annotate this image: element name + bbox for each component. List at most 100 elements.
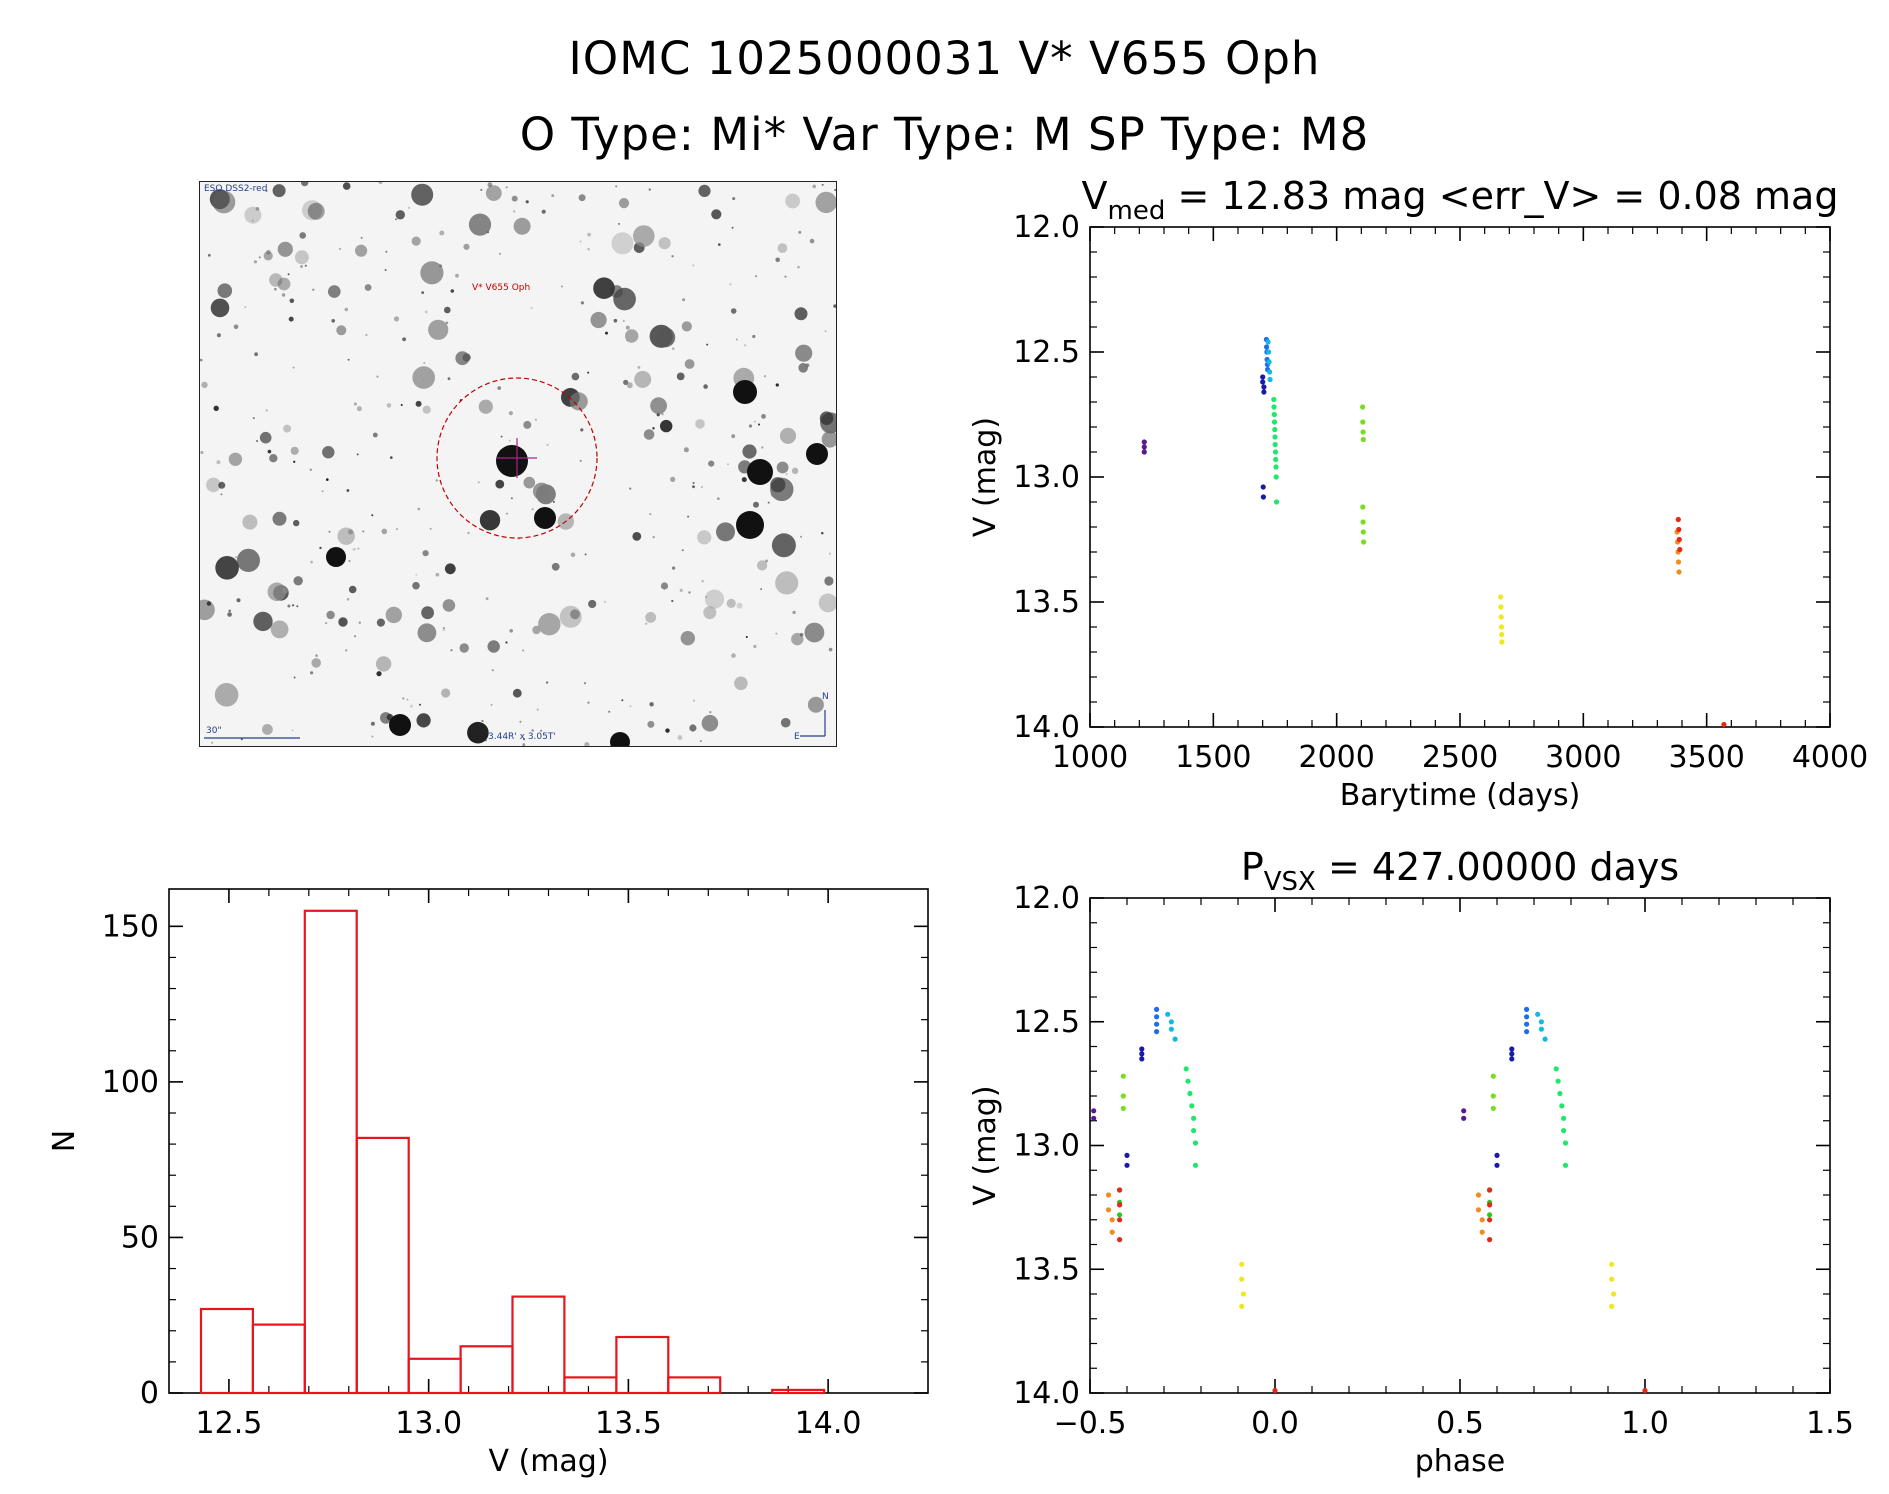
lightcurve-ytick-label: 12.5 (1013, 335, 1080, 370)
star (253, 611, 273, 632)
phased-point (1117, 1202, 1123, 1208)
star (253, 260, 257, 264)
star (487, 182, 493, 188)
star (615, 185, 618, 188)
histogram-xlabel: V (mag) (488, 1444, 608, 1479)
star (467, 531, 470, 535)
star (701, 714, 719, 732)
phased-point (1487, 1217, 1493, 1223)
star (648, 188, 651, 191)
star (824, 576, 834, 586)
star (258, 256, 261, 259)
histogram-bar (251, 1323, 306, 1395)
lightcurve-point (1271, 419, 1278, 425)
star (704, 589, 725, 609)
phased-point (1561, 1128, 1567, 1134)
star (734, 676, 748, 691)
star (755, 275, 758, 278)
star (726, 598, 736, 608)
star (682, 298, 686, 302)
star (545, 681, 549, 684)
star (797, 265, 800, 269)
star (717, 497, 720, 501)
star (650, 397, 667, 415)
lightcurve-point (1360, 529, 1366, 535)
star (267, 582, 287, 602)
star (200, 599, 215, 621)
star (629, 487, 632, 490)
star (283, 424, 292, 433)
star (534, 418, 537, 421)
star (681, 321, 692, 332)
star (236, 548, 260, 572)
phased-point (1120, 1073, 1126, 1079)
star (338, 617, 348, 627)
phased-point (1487, 1187, 1493, 1193)
star (791, 632, 804, 646)
star (406, 698, 409, 701)
histogram-bar (511, 1295, 566, 1395)
lightcurve-point (1141, 449, 1147, 455)
phased-xtick-label: 1.5 (1806, 1406, 1854, 1441)
sky-image: ESO DSS2-red V* V655 Oph 30" 3.44R' x 3.… (199, 181, 837, 747)
star (345, 649, 348, 652)
star (435, 479, 438, 482)
phased-point (1139, 1046, 1145, 1052)
star (523, 420, 532, 429)
star (541, 209, 546, 214)
star (587, 248, 590, 251)
star (709, 711, 712, 714)
phased-point (1139, 1051, 1145, 1057)
star (579, 459, 582, 462)
star (206, 477, 221, 493)
star (468, 213, 492, 236)
star (590, 311, 607, 329)
phased-point (1192, 1162, 1199, 1168)
star (741, 477, 747, 483)
star (623, 379, 629, 385)
lightcurve-point (1675, 516, 1681, 523)
star (251, 219, 254, 222)
phased-point (1555, 1078, 1561, 1084)
phased-point (1117, 1237, 1123, 1243)
star (523, 738, 525, 741)
star (288, 316, 294, 322)
star (711, 209, 722, 220)
star (792, 610, 796, 615)
star (439, 230, 445, 236)
lightcurve-point (1261, 384, 1267, 390)
star (274, 287, 277, 291)
phased-point (1117, 1217, 1123, 1223)
star (625, 329, 639, 343)
star (294, 250, 309, 265)
star (348, 529, 354, 535)
star (299, 232, 306, 239)
star (459, 643, 469, 653)
star (214, 683, 239, 707)
lightcurve-xtick-label: 3500 (1668, 740, 1744, 775)
star (477, 481, 480, 484)
star (491, 669, 494, 672)
phased-point (1524, 1006, 1530, 1013)
star (325, 622, 328, 625)
lightcurve-point (1260, 494, 1266, 500)
star (744, 344, 747, 347)
star (812, 184, 816, 189)
star (785, 193, 800, 209)
star (216, 333, 221, 338)
star (371, 735, 374, 738)
lightcurve-point (1499, 631, 1505, 638)
star (291, 729, 294, 732)
lightcurve-point (1271, 411, 1277, 418)
star (828, 552, 831, 555)
star (269, 454, 278, 463)
star (833, 304, 836, 308)
star (765, 559, 768, 563)
phased-ytick-label: 13.0 (1013, 1129, 1080, 1164)
phased-point (1239, 1303, 1245, 1309)
star (254, 352, 258, 357)
star (372, 432, 378, 438)
star (384, 269, 387, 271)
lightcurve-ytick-label: 13.0 (1013, 460, 1080, 495)
star (309, 468, 312, 471)
